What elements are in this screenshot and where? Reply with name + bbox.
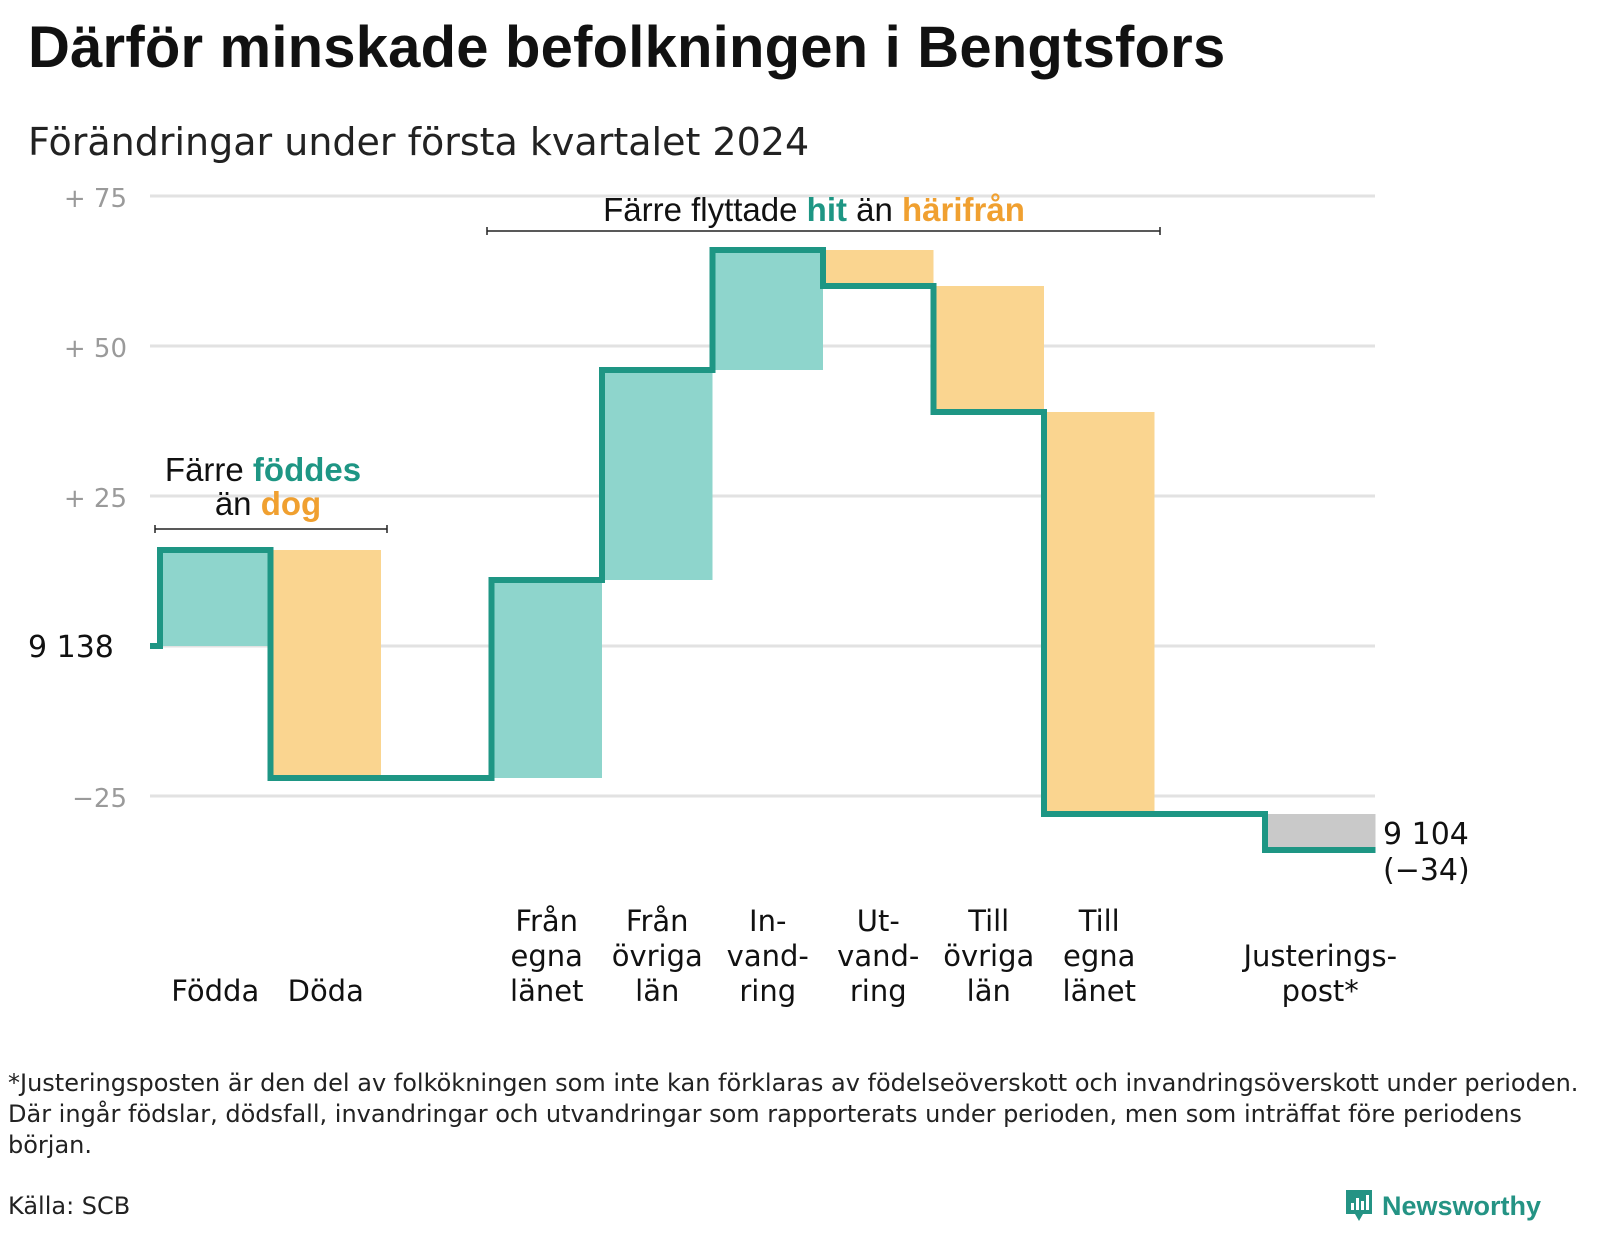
source-note: Källa: SCB xyxy=(8,1192,131,1220)
chart-title: Därför minskade befolkningen i Bengtsfor… xyxy=(28,15,1226,80)
births-annotation-line1-part: föddes xyxy=(244,451,361,488)
category-label: Födda xyxy=(171,974,259,1008)
end-labels: 9 104(−34) xyxy=(1383,817,1470,888)
category-label: ring xyxy=(739,974,796,1008)
bar-decrease xyxy=(933,286,1044,412)
waterfall-chart: + 75+ 50+ 259 138−25 Födda DödaFrånegnalä… xyxy=(28,184,1470,1008)
births-annotation-line1-part: Färre xyxy=(165,451,244,488)
chart-subtitle: Förändringar under första kvartalet 2024 xyxy=(28,120,810,164)
newsworthy-logo-text: Newsworthy xyxy=(1382,1190,1542,1221)
category-label: Justerings- xyxy=(1241,939,1397,973)
bars xyxy=(160,250,1376,850)
footnote: *Justeringsposten är den del av folkökni… xyxy=(8,1069,1579,1159)
category-labels: Födda DödaFrånegnalänetFrånövrigalänIn-va… xyxy=(171,904,1397,1008)
y-tick-label: + 25 xyxy=(64,484,127,514)
y-tick-label: + 75 xyxy=(64,184,127,214)
moves-annotation-part: än xyxy=(847,191,893,228)
moves-annotation-part: hit xyxy=(798,191,847,228)
y-tick-label: −25 xyxy=(72,784,127,814)
start-value-label: 9 138 xyxy=(28,630,114,665)
category-label: vand- xyxy=(837,939,919,973)
moves-annotation: Färre flyttade hit än härifrån xyxy=(603,191,1025,228)
bar-increase xyxy=(491,580,602,778)
end-change-label: (−34) xyxy=(1383,853,1470,888)
newsworthy-logo: Newsworthy xyxy=(1344,1186,1541,1226)
births-annotation-line1: Färre föddes xyxy=(165,451,361,488)
y-tick-label: + 50 xyxy=(64,334,127,364)
waterfall-step-line xyxy=(150,247,1376,853)
category-label: län xyxy=(967,974,1011,1008)
moves-annotation-part: Färre flyttade xyxy=(603,191,797,228)
births-annotation-line2-part: dog xyxy=(252,485,322,522)
bar-increase xyxy=(712,250,823,370)
category-label: länet xyxy=(510,974,583,1008)
bar-decrease xyxy=(270,550,381,778)
category-label: In- xyxy=(749,904,786,938)
category-label: övriga xyxy=(612,939,703,973)
category-label: Ut- xyxy=(857,904,900,938)
bar-adjustment xyxy=(1265,814,1376,850)
category-label: vand- xyxy=(727,939,809,973)
category-label: övriga xyxy=(943,939,1034,973)
births-annotation-line2: än dog xyxy=(215,485,321,522)
category-label: ring xyxy=(850,974,907,1008)
category-label: Döda xyxy=(288,974,364,1008)
category-label: Till xyxy=(967,904,1009,938)
category-label: länet xyxy=(1063,974,1136,1008)
births-annotation-line2-part: än xyxy=(215,485,252,522)
step-line xyxy=(150,247,1376,853)
category-label: egna xyxy=(511,939,583,973)
bar-decrease xyxy=(823,250,934,286)
end-value-label: 9 104 xyxy=(1383,817,1469,852)
category-label: län xyxy=(635,974,679,1008)
category-label: Från xyxy=(626,904,689,938)
category-label: Till xyxy=(1078,904,1120,938)
y-tick-labels: + 75 + 50 + 25 9 138 −25 xyxy=(28,184,127,814)
bar-decrease xyxy=(1044,412,1155,814)
newsworthy-logo-icon xyxy=(1346,1190,1372,1221)
category-label: Från xyxy=(515,904,578,938)
bar-increase xyxy=(602,370,713,580)
moves-annotation-part: härifrån xyxy=(893,191,1025,228)
bar-increase xyxy=(160,550,271,646)
category-label: egna xyxy=(1063,939,1135,973)
category-label: post* xyxy=(1282,974,1359,1008)
